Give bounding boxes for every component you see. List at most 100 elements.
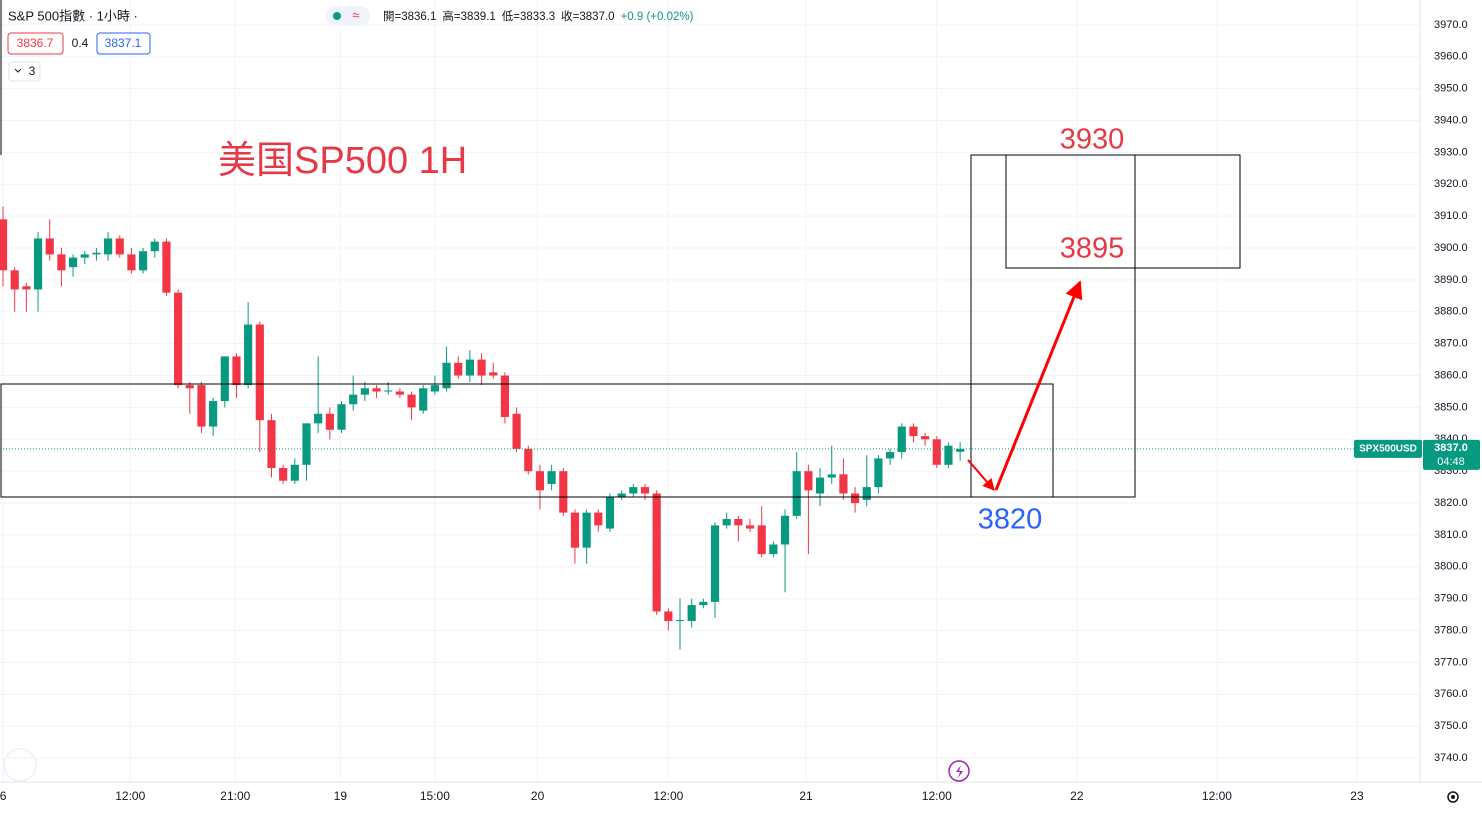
candle-body bbox=[886, 452, 895, 459]
y-tick-label: 3940.0 bbox=[1434, 114, 1468, 126]
candle-body bbox=[430, 385, 439, 392]
candle-body bbox=[477, 359, 486, 376]
candle-body bbox=[909, 426, 918, 437]
x-tick-label: 15:00 bbox=[420, 789, 450, 803]
candle-body bbox=[209, 401, 218, 427]
y-tick-label: 3760.0 bbox=[1434, 688, 1468, 700]
candle-body bbox=[45, 238, 54, 255]
candle-body bbox=[302, 423, 311, 465]
candle-body bbox=[594, 512, 603, 526]
candle-body bbox=[325, 413, 334, 430]
candle-body bbox=[255, 324, 264, 421]
candle-body bbox=[582, 512, 591, 548]
y-tick-label: 3890.0 bbox=[1434, 274, 1468, 286]
candle-body bbox=[197, 385, 206, 427]
y-tick-label: 3960.0 bbox=[1434, 51, 1468, 63]
ask-box[interactable] bbox=[96, 32, 151, 55]
candle-body bbox=[699, 601, 708, 606]
candle-body bbox=[349, 394, 358, 405]
grid bbox=[0, 0, 1420, 782]
candle-body bbox=[314, 413, 323, 424]
candle-body bbox=[384, 390, 393, 392]
candle-body bbox=[33, 238, 43, 290]
candle-body bbox=[407, 394, 416, 408]
candle-body bbox=[68, 257, 78, 268]
x-tick-label: 12:00 bbox=[115, 789, 145, 803]
candle-body bbox=[372, 388, 381, 392]
candle-body bbox=[419, 388, 428, 411]
candle-body bbox=[921, 436, 930, 440]
spread: 0.4 bbox=[72, 36, 89, 50]
y-tick-label: 3750.0 bbox=[1434, 720, 1468, 732]
candle-body bbox=[290, 464, 299, 481]
ask: 3837.1 bbox=[105, 36, 142, 50]
ohlc-value: 開=3836.1 bbox=[383, 10, 436, 23]
zone-box bbox=[1005, 154, 1241, 269]
candle-body bbox=[757, 525, 766, 555]
x-tick-label: 23 bbox=[1350, 789, 1364, 803]
y-tick-label: 3970.0 bbox=[1434, 19, 1468, 31]
candle-body bbox=[862, 487, 871, 500]
candle-body bbox=[442, 362, 451, 389]
ohlc-legend: 開=3836.1 高=3839.1 低=3833.3 收=3837.0 +0.9 (+0… bbox=[383, 9, 694, 23]
symbol-title: S&P 500指數 · 1小時 · bbox=[8, 8, 138, 23]
lightning bbox=[956, 765, 963, 778]
candle-body bbox=[675, 620, 685, 622]
y-tick-label: 3780.0 bbox=[1434, 624, 1468, 636]
x-tick-label: 12:00 bbox=[653, 789, 683, 803]
candle-body bbox=[944, 445, 953, 465]
y-tick-label: 3850.0 bbox=[1434, 401, 1468, 413]
candle-body bbox=[500, 375, 510, 417]
y-tick-label: 3920.0 bbox=[1434, 178, 1468, 190]
status-icon: ≈ bbox=[352, 7, 359, 22]
last-price: 3837.0 bbox=[1434, 442, 1468, 454]
y-tick-label: 3820.0 bbox=[1434, 497, 1468, 509]
candle-body bbox=[103, 238, 113, 255]
candle-body bbox=[220, 356, 229, 402]
candle-body bbox=[617, 493, 626, 497]
y-tick-label: 3950.0 bbox=[1434, 83, 1468, 95]
candles bbox=[0, 206, 965, 650]
symbol-label: SPX500USD bbox=[1359, 444, 1417, 455]
candle-body bbox=[150, 241, 159, 252]
candle-body bbox=[547, 471, 556, 484]
candle-body bbox=[337, 404, 346, 430]
status-dot bbox=[333, 12, 341, 20]
x-tick-label: 21 bbox=[799, 789, 813, 803]
x-tick-label: 21:00 bbox=[220, 789, 250, 803]
settings-core bbox=[1451, 795, 1455, 799]
candle-body bbox=[360, 388, 369, 395]
annotation: 3820 bbox=[978, 504, 1043, 536]
candle-body bbox=[652, 493, 661, 612]
candle-body bbox=[745, 525, 755, 529]
settings[interactable] bbox=[1447, 791, 1459, 803]
candle-body bbox=[512, 413, 521, 449]
zone-box bbox=[0, 383, 1054, 498]
candle-body bbox=[640, 487, 650, 494]
nav-button[interactable] bbox=[3, 748, 37, 782]
status-badge[interactable] bbox=[326, 6, 370, 26]
y-tick-label: 3790.0 bbox=[1434, 593, 1468, 605]
candle-body bbox=[139, 251, 148, 271]
x-tick-label: 19 bbox=[334, 789, 348, 803]
candle-body bbox=[185, 385, 194, 389]
arrow bbox=[967, 459, 995, 491]
annotation: 3930 bbox=[1060, 124, 1125, 156]
y-tick-label: 3910.0 bbox=[1434, 210, 1468, 222]
candle-body bbox=[267, 420, 276, 468]
candle-body bbox=[815, 477, 825, 494]
indicator-toggle[interactable] bbox=[8, 61, 41, 82]
candle-body bbox=[10, 270, 19, 290]
candle-body bbox=[395, 391, 404, 395]
candle-body bbox=[780, 515, 790, 545]
candle-body bbox=[932, 439, 941, 465]
candle-body bbox=[524, 448, 533, 472]
candle-body bbox=[710, 525, 720, 602]
candle-body bbox=[115, 238, 124, 255]
candle-body bbox=[792, 471, 801, 516]
bid-box[interactable] bbox=[7, 32, 64, 55]
candle-body bbox=[804, 471, 813, 491]
candle-body bbox=[897, 426, 906, 453]
y-tick-label: 3770.0 bbox=[1434, 656, 1468, 668]
